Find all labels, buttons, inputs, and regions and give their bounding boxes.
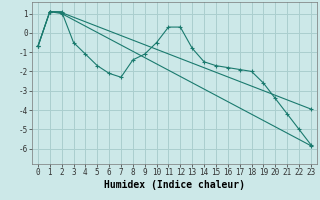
X-axis label: Humidex (Indice chaleur): Humidex (Indice chaleur)	[104, 180, 245, 190]
